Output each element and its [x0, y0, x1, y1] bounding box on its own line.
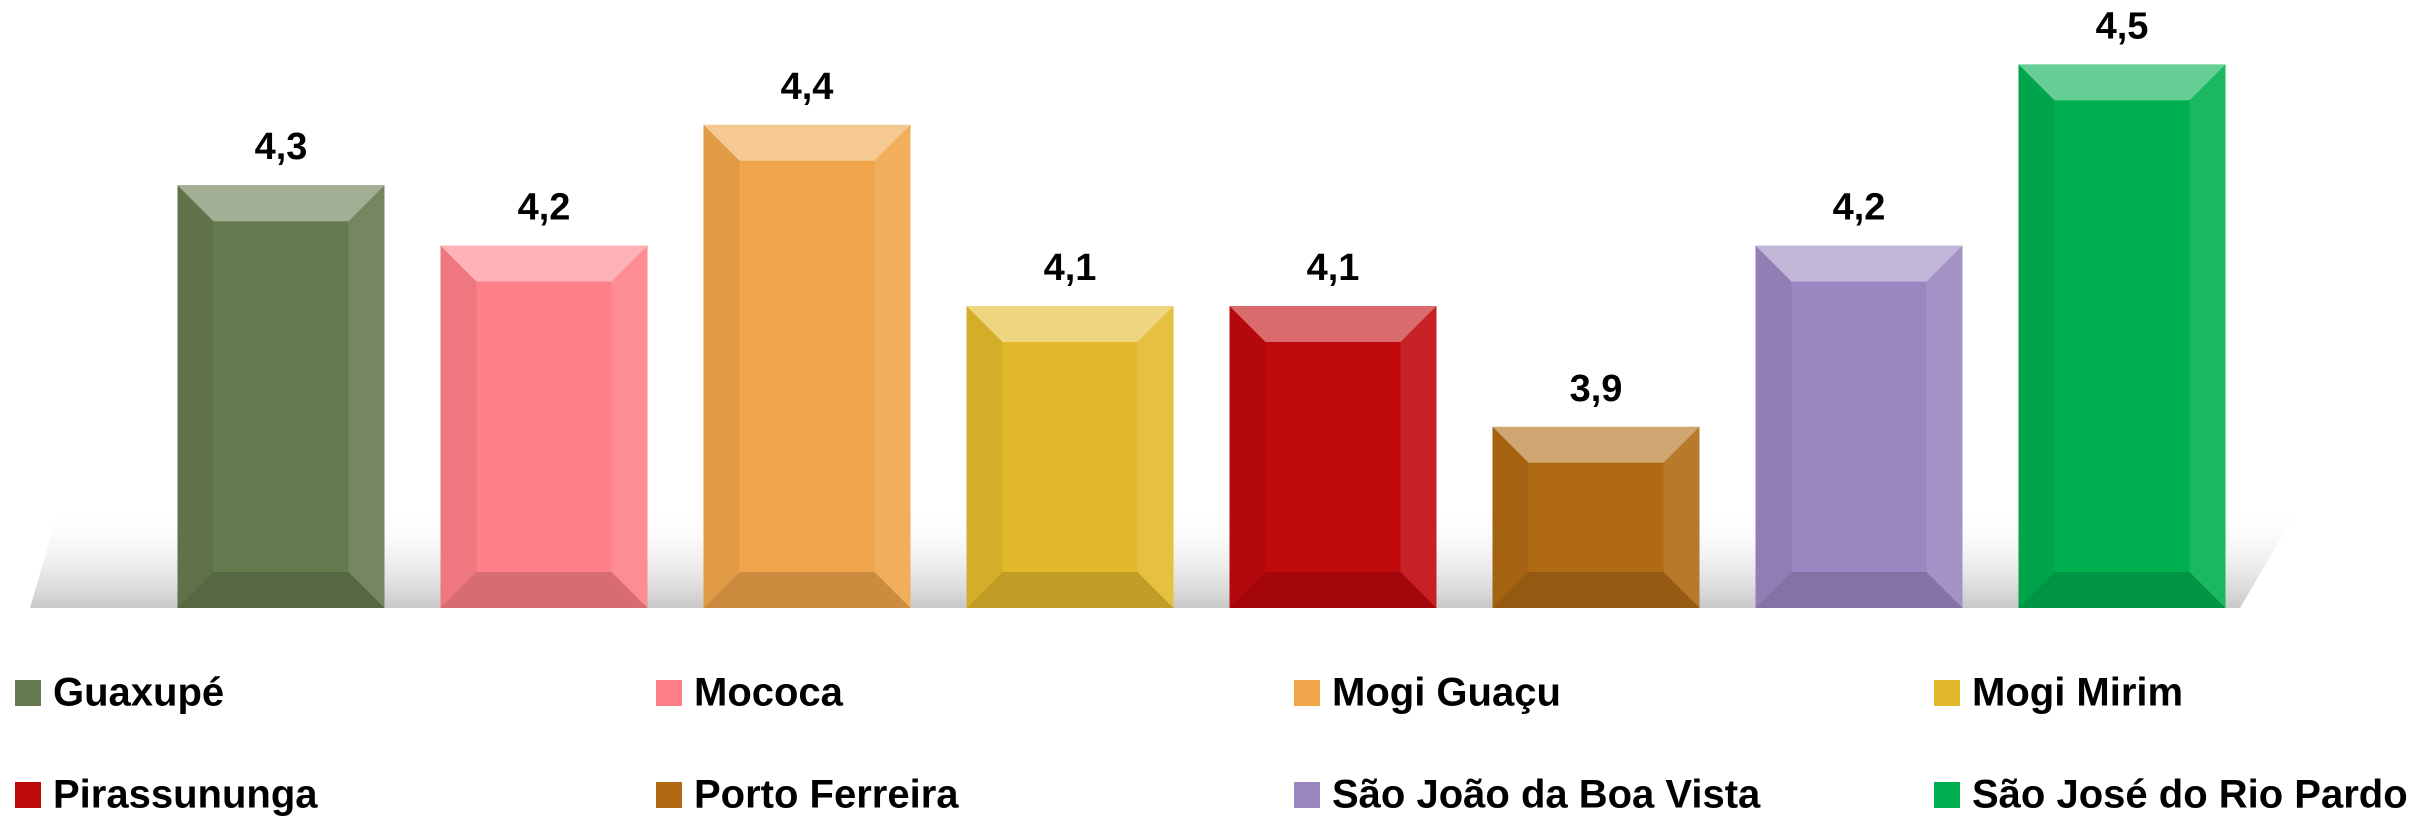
bar [966, 306, 1174, 608]
legend-swatch [656, 680, 682, 706]
legend-swatch [15, 680, 41, 706]
bevel [1663, 426, 1700, 608]
bevel [1492, 572, 1700, 608]
legend-swatch [1294, 680, 1320, 706]
bevel [703, 124, 740, 609]
value-label: 4,1 [1307, 247, 1360, 289]
bevel [2018, 64, 2226, 101]
bevel [874, 124, 911, 609]
bevel [1229, 306, 1266, 608]
legend-label: Pirassununga [53, 773, 318, 817]
bevel [966, 306, 1003, 608]
legend-swatch [656, 782, 682, 808]
bevel [177, 572, 385, 608]
bevel [177, 185, 214, 608]
bevel [1492, 426, 1529, 608]
bevel [1926, 245, 1963, 608]
value-label: 3,9 [1570, 368, 1623, 410]
bar [177, 185, 385, 608]
bevel [1137, 306, 1174, 608]
legend-swatch [1934, 782, 1960, 808]
legend-label: São João da Boa Vista [1332, 773, 1761, 817]
bevel [1755, 245, 1963, 282]
bevel [1755, 245, 1792, 608]
bevel [703, 124, 911, 161]
legend-label: Guaxupé [53, 671, 224, 715]
bevel [966, 306, 1174, 342]
bevel [2189, 64, 2226, 608]
bevel [2018, 572, 2226, 608]
bevel [1755, 572, 1963, 608]
bar [703, 124, 911, 609]
bevel [1400, 306, 1437, 608]
bevel [703, 572, 911, 608]
bevel [177, 185, 385, 222]
bevel [440, 245, 648, 282]
legend-label: Mogi Guaçu [1332, 671, 1561, 715]
value-label: 4,3 [255, 126, 308, 168]
legend-label: Mococa [694, 671, 844, 715]
legend-swatch [15, 782, 41, 808]
bevel [611, 245, 648, 608]
value-label: 4,2 [518, 187, 571, 229]
bevel [2018, 64, 2055, 608]
legend-label: Porto Ferreira [694, 773, 959, 817]
bevel [348, 185, 385, 608]
legend-swatch [1934, 680, 1960, 706]
legend-label: São José do Rio Pardo [1972, 773, 2408, 817]
bevel [1492, 426, 1700, 463]
value-label: 4,2 [1833, 187, 1886, 229]
legend-swatch [1294, 782, 1320, 808]
legend-label: Mogi Mirim [1972, 671, 2183, 715]
bar [1229, 306, 1437, 608]
bar [440, 245, 648, 608]
value-label: 4,1 [1044, 247, 1097, 289]
bar [2018, 64, 2226, 608]
bar [1755, 245, 1963, 608]
bar [1492, 426, 1700, 608]
bevel [966, 572, 1174, 608]
value-label: 4,5 [2096, 5, 2149, 47]
bevel [440, 245, 477, 608]
bevel [1229, 306, 1437, 342]
bevel [1229, 572, 1437, 608]
bevel [440, 572, 648, 608]
value-label: 4,4 [781, 66, 834, 108]
